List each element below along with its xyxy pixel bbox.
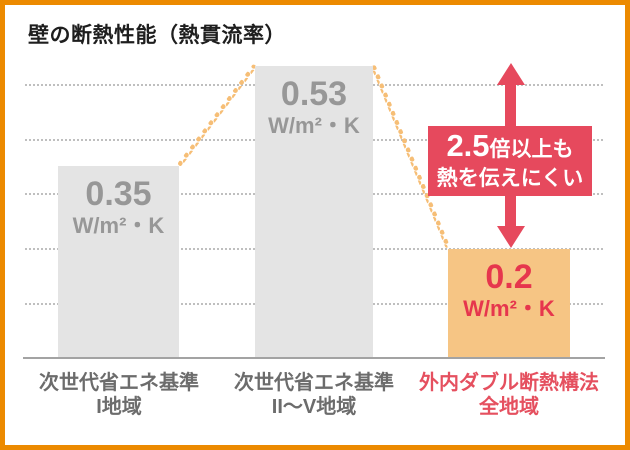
bar-column-double-insulation: 0.2 W/m²・K bbox=[448, 249, 570, 358]
bar-value: 0.35 bbox=[85, 175, 152, 213]
x-label-line1: 次世代省エネ基準 bbox=[234, 372, 394, 394]
x-label-line1: 外内ダブル断熱構法 bbox=[419, 372, 599, 394]
bar-unit: W/m²・K bbox=[72, 213, 165, 238]
bar-column-std-region2to5: 0.53 W/m²・K bbox=[255, 66, 373, 358]
bar-unit: W/m²・K bbox=[463, 296, 555, 321]
x-label-std-region1: 次世代省エネ基準 I地域 bbox=[5, 371, 234, 419]
x-label-line2: II〜V地域 bbox=[271, 396, 357, 418]
badge-line1: 2.5 倍以上も bbox=[446, 130, 573, 166]
x-label-line1: 次世代省エネ基準 bbox=[39, 372, 199, 394]
bar-column-std-region1: 0.35 W/m²・K bbox=[58, 166, 179, 358]
arrow-up-icon bbox=[497, 63, 525, 85]
badge-line2: 熱を伝えにくい bbox=[436, 167, 584, 190]
connector-dotted-line-1 bbox=[177, 63, 258, 168]
annotation-badge: 2.5 倍以上も 熱を伝えにくい bbox=[428, 126, 592, 196]
x-label-line2: 全地域 bbox=[479, 396, 539, 418]
chart-title: 壁の断熱性能（熱貫流率） bbox=[28, 24, 286, 47]
x-label-line2: I地域 bbox=[96, 396, 142, 418]
badge-suffix: 倍以上も bbox=[489, 138, 574, 161]
bar-value: 0.53 bbox=[280, 75, 348, 113]
x-axis-line bbox=[23, 357, 605, 359]
badge-multiplier: 2.5 bbox=[446, 128, 490, 163]
bar-unit: W/m²・K bbox=[268, 113, 360, 138]
arrow-down-icon bbox=[497, 226, 525, 248]
x-label-double-insulation: 外内ダブル断熱構法 全地域 bbox=[394, 371, 624, 419]
x-label-std-region2to5: 次世代省エネ基準 II〜V地域 bbox=[199, 371, 429, 419]
bar-value: 0.2 bbox=[485, 258, 533, 296]
